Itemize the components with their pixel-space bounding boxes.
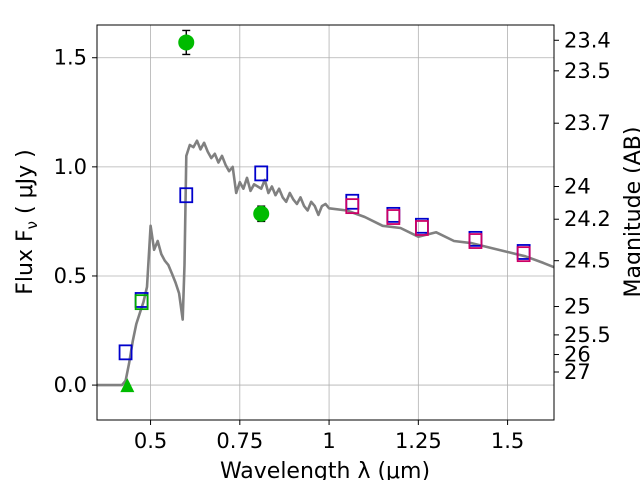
magenta-square-marker (345, 198, 360, 215)
magenta-square-marker (414, 220, 429, 236)
blue-square-marker (345, 193, 360, 210)
right-tick-label: 27 (564, 360, 591, 384)
right-tick-label: 26 (564, 343, 591, 367)
grid-lines (97, 25, 554, 420)
photometry-markers (118, 29, 531, 393)
y-axis-label: Flux Fν ( μJy ) (13, 149, 41, 294)
x-tick-label: 0.75 (216, 429, 263, 453)
magenta-square-marker (468, 233, 483, 249)
magenta-square-marker (386, 209, 401, 225)
plot-frame (96, 24, 555, 421)
y-tick-label: 0.0 (54, 373, 87, 397)
right-axis-label: Magnitude (AB) (621, 127, 640, 298)
x-tick-label: 1.5 (491, 429, 524, 453)
y-tick-label: 1.5 (54, 46, 87, 70)
x-tick-label: 1 (322, 429, 335, 453)
blue-square-marker (254, 165, 269, 182)
right-tick-label: 24.2 (564, 207, 611, 231)
detection-circle-marker (253, 205, 270, 222)
right-tick-label: 24 (564, 174, 591, 198)
x-axis-ticks: 0.5 0.75 1 1.25 1.5 (134, 420, 524, 453)
upper-limit-triangle-marker (120, 378, 135, 393)
right-tick-label: 23.4 (564, 28, 611, 52)
blue-square-marker (179, 187, 194, 204)
right-tick-label: 23.7 (564, 111, 611, 135)
right-tick-label: 23.5 (564, 59, 611, 83)
y-axis-ticks: 0.0 0.5 1.0 1.5 (54, 46, 97, 397)
blue-square-marker (118, 344, 133, 361)
model-sed-line (97, 139, 555, 387)
y-tick-label: 1.0 (54, 155, 87, 179)
y-tick-label: 0.5 (54, 264, 87, 288)
detection-circle-marker (178, 34, 195, 51)
right-tick-label: 25.5 (564, 323, 611, 347)
green-square-marker (134, 294, 149, 311)
magenta-square-marker (516, 246, 531, 263)
right-tick-label: 25 (564, 295, 591, 319)
model-sed-curve (97, 139, 555, 387)
x-axis-label: Wavelength λ (μm) (220, 459, 430, 480)
x-tick-label: 1.25 (395, 429, 442, 453)
x-tick-label: 0.5 (134, 429, 167, 453)
right-tick-label: 24.5 (564, 249, 611, 273)
